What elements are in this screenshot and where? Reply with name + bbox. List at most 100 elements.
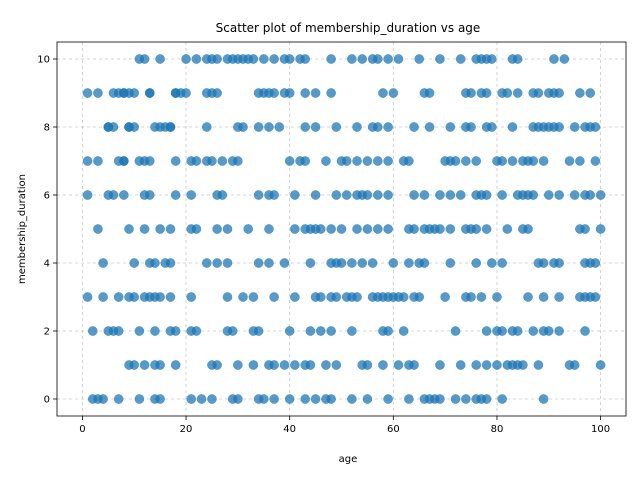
data-point xyxy=(222,258,233,268)
data-point xyxy=(129,258,140,268)
data-point xyxy=(362,360,373,370)
data-point xyxy=(569,360,580,370)
data-point xyxy=(419,190,430,200)
data-point xyxy=(481,224,492,234)
data-point xyxy=(134,394,145,404)
data-point xyxy=(238,292,248,302)
data-point xyxy=(139,360,150,370)
data-point xyxy=(512,88,523,98)
data-point xyxy=(290,224,300,234)
data-point xyxy=(497,326,507,336)
data-point xyxy=(445,258,456,268)
data-point xyxy=(404,394,414,404)
data-point xyxy=(554,326,564,336)
data-point xyxy=(481,360,492,370)
data-point xyxy=(331,190,342,200)
x-tick-label: 80 xyxy=(491,424,504,435)
data-point xyxy=(279,360,290,370)
data-point xyxy=(212,54,222,64)
data-point xyxy=(409,122,419,132)
data-point xyxy=(326,326,336,336)
data-point xyxy=(264,258,274,268)
data-point xyxy=(569,190,580,200)
data-point xyxy=(543,326,554,336)
data-point xyxy=(347,394,357,404)
x-tick-label: 20 xyxy=(180,424,193,435)
data-point xyxy=(144,88,155,98)
data-point xyxy=(378,360,388,370)
data-point xyxy=(155,360,165,370)
data-point xyxy=(310,190,321,200)
data-point xyxy=(212,258,222,268)
data-point xyxy=(383,326,393,336)
data-point xyxy=(191,326,202,336)
data-point xyxy=(129,360,140,370)
data-point xyxy=(165,122,176,132)
data-point xyxy=(450,156,461,166)
data-point xyxy=(372,156,383,166)
data-point xyxy=(419,258,430,268)
y-axis-ticks: 0 2 4 6 8 10 xyxy=(37,55,57,406)
data-point xyxy=(113,394,124,404)
data-point xyxy=(98,292,108,302)
data-point xyxy=(347,54,357,64)
data-point xyxy=(414,54,425,64)
data-point xyxy=(119,156,129,166)
data-point xyxy=(269,360,279,370)
data-point xyxy=(326,394,336,404)
data-point xyxy=(284,156,295,166)
data-point xyxy=(528,156,539,166)
data-point xyxy=(595,190,606,200)
data-point xyxy=(155,394,165,404)
data-point xyxy=(155,224,165,234)
data-point xyxy=(196,394,207,404)
data-point xyxy=(129,122,140,132)
data-point xyxy=(347,258,357,268)
data-point xyxy=(383,394,393,404)
data-point xyxy=(264,122,274,132)
data-point xyxy=(575,88,585,98)
data-point xyxy=(372,190,383,200)
data-point xyxy=(595,224,606,234)
data-point xyxy=(181,54,191,64)
data-point xyxy=(580,224,590,234)
data-point xyxy=(398,326,409,336)
data-point xyxy=(191,224,202,234)
data-point xyxy=(290,292,300,302)
data-point xyxy=(336,224,347,234)
data-point xyxy=(331,292,342,302)
data-point xyxy=(124,224,134,234)
data-point xyxy=(357,54,368,64)
data-point xyxy=(352,224,362,234)
data-point xyxy=(336,258,347,268)
data-point xyxy=(253,258,264,268)
data-point xyxy=(435,54,445,64)
data-point xyxy=(290,360,300,370)
data-point xyxy=(383,156,393,166)
data-point xyxy=(212,360,222,370)
data-point xyxy=(347,326,357,336)
data-point xyxy=(445,190,456,200)
data-point xyxy=(414,292,425,302)
data-point xyxy=(492,292,502,302)
data-point xyxy=(554,122,564,132)
data-point xyxy=(435,360,445,370)
data-point xyxy=(186,190,197,200)
data-point xyxy=(471,258,482,268)
x-tick-label: 0 xyxy=(79,424,85,435)
data-point xyxy=(170,156,181,166)
data-point xyxy=(227,326,238,336)
data-point xyxy=(310,394,321,404)
data-point xyxy=(341,190,352,200)
data-point xyxy=(290,190,300,200)
x-axis-label: age xyxy=(339,454,358,465)
data-point xyxy=(253,326,264,336)
data-point xyxy=(315,224,326,234)
data-point xyxy=(450,394,461,404)
x-axis-ticks: 0 20 40 60 80 100 xyxy=(79,416,610,435)
data-point xyxy=(538,156,549,166)
data-point xyxy=(466,122,476,132)
data-point xyxy=(372,224,383,234)
data-point xyxy=(150,258,160,268)
data-point xyxy=(533,88,544,98)
